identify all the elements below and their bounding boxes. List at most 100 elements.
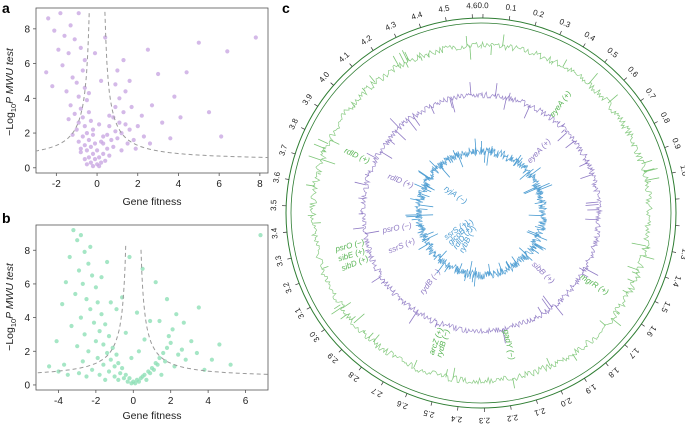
genome-tick [321,329,325,333]
data-point [103,322,108,327]
data-point [106,369,112,374]
ring-spike [611,318,622,327]
data-point [176,352,181,357]
plot-frame-a [35,7,269,174]
data-point [105,259,110,265]
ring-spike [488,263,491,275]
ring-spike [534,226,542,229]
genome-tick [349,63,353,67]
genome-tick-label: 3.8 [287,117,300,131]
genome-tick [445,17,447,22]
data-point [206,110,212,115]
data-point [116,361,121,366]
ring-spike [408,119,417,131]
genome-tick-label: 3.6 [271,171,282,184]
genome-tick-label: 0.2 [532,8,546,20]
ring-spike [469,45,472,60]
ring-spike [627,265,640,271]
genome-tick-label: 4.5 [438,3,451,14]
ring-spike [505,261,510,269]
data-point [95,300,100,305]
y-tick-label: 4 [24,313,30,324]
genome-tick [654,121,658,124]
ring-spike [532,246,537,250]
ring-spike [495,83,498,96]
data-point [78,315,83,320]
genome-tick [534,21,537,26]
genome-tick [584,378,587,382]
data-point [219,134,224,139]
ring-spike [329,139,340,145]
ring-spike [585,218,599,221]
ring-spike [474,138,477,152]
data-point [106,334,112,339]
data-point [164,345,170,350]
ring-spike [588,73,598,85]
genome-tick-label: 1.4 [671,274,683,288]
data-point [66,51,71,56]
ring-spike [401,50,409,62]
data-point [103,377,108,382]
ring-spike [523,105,531,119]
x-tick-label: 6 [243,396,249,407]
ring-spike [425,184,431,188]
ring-spike [353,313,365,324]
genome-tick [330,82,334,86]
ring-spike [537,182,550,189]
green-ring [308,40,653,385]
ring-spike [313,143,326,150]
data-point [90,127,96,132]
data-point [82,143,87,148]
data-point [63,280,68,285]
ring-spike [331,306,343,315]
ring-spike [524,187,538,195]
ring-spike [505,260,511,269]
ring-spike [354,181,367,186]
ring-spike [451,98,456,113]
data-point [84,148,89,153]
data-point [225,49,230,54]
data-point [82,58,87,63]
genome-tick [338,349,342,353]
data-point [209,357,214,362]
ring-spike [321,159,336,165]
genome-tick [582,43,586,48]
data-point [76,11,81,16]
ring-spike [490,45,492,56]
data-point [111,144,116,149]
ring-spike [540,228,546,231]
ring-spike [353,227,364,230]
genome-tick-label: 4.2 [359,33,374,47]
ring-spike [358,197,364,199]
data-point [88,144,93,149]
ring-spike [408,311,418,324]
data-point [148,371,153,376]
x-tick-label: -4 [54,396,63,407]
data-point [95,148,100,153]
genome-tick [664,145,669,148]
data-point [46,16,51,21]
data-point [78,150,83,155]
ring-spike [445,369,448,378]
data-point [114,307,119,312]
data-point [56,369,61,374]
ring-spike [464,273,467,282]
y-axis-label-a: −Log10P MWU test [4,47,18,136]
ring-spike [455,266,458,270]
points-a [44,11,258,169]
genome-tick [654,301,659,304]
genome-tick [380,381,384,386]
ring-spike [439,166,451,178]
ring-spike [452,367,456,379]
threshold-curve [35,245,127,374]
gene-label: psrO (−) [381,221,413,235]
data-point [84,297,89,302]
data-point [99,160,104,165]
ring-spike [406,215,420,218]
data-point [107,124,112,129]
genome-tick-label: 1.3 [679,248,685,261]
ring-spike [366,152,377,159]
data-point [60,63,65,68]
data-point [159,372,164,377]
ring-spike [551,61,554,65]
